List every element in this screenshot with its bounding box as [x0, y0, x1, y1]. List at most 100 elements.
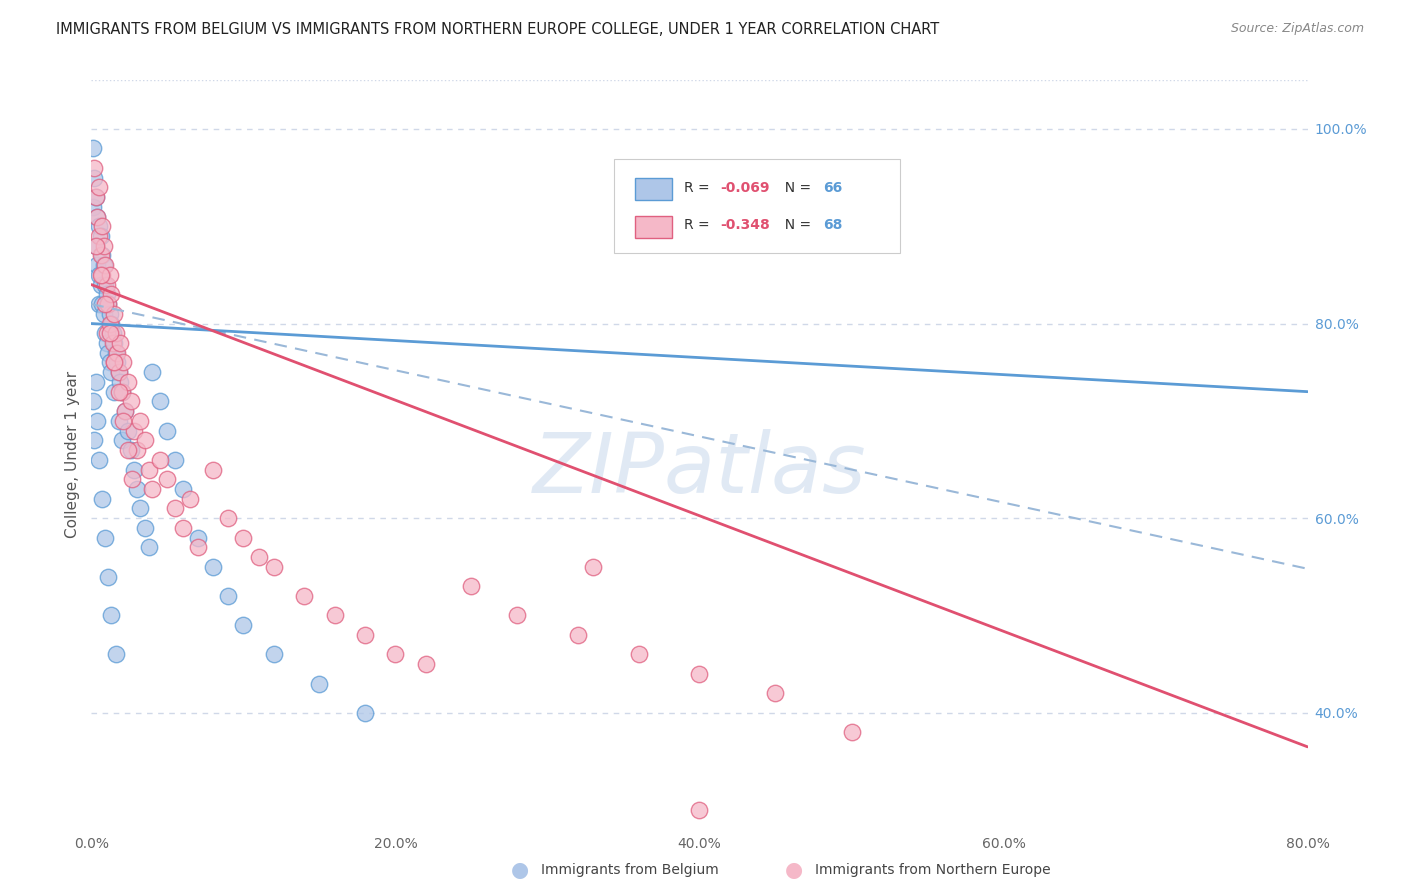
Text: Immigrants from Belgium: Immigrants from Belgium	[541, 863, 718, 877]
Point	[91, 268, 114, 282]
Point	[101, 326, 124, 341]
Point	[582, 559, 605, 574]
Point	[100, 287, 122, 301]
Point	[103, 307, 125, 321]
Point	[97, 297, 120, 311]
Point	[97, 297, 120, 311]
Point	[263, 559, 285, 574]
Point	[129, 501, 152, 516]
Point	[308, 676, 330, 690]
Point	[688, 803, 710, 817]
Point	[138, 462, 160, 476]
Point	[107, 365, 129, 379]
FancyBboxPatch shape	[636, 178, 672, 201]
Point	[91, 491, 114, 506]
Point	[105, 345, 128, 359]
Point	[84, 238, 107, 252]
Point	[107, 414, 129, 428]
Point	[87, 268, 110, 282]
Text: R =: R =	[683, 180, 714, 194]
Point	[354, 706, 377, 720]
Point	[179, 491, 201, 506]
Point	[91, 297, 114, 311]
Point	[117, 443, 139, 458]
Point	[89, 268, 111, 282]
Point	[86, 210, 108, 224]
Point	[112, 414, 135, 428]
Point	[138, 541, 160, 555]
Point	[94, 531, 117, 545]
Point	[86, 210, 108, 224]
Point	[83, 170, 105, 185]
Point	[122, 462, 145, 476]
Point	[84, 190, 107, 204]
Point	[134, 521, 156, 535]
Point	[121, 472, 143, 486]
Point	[97, 345, 120, 359]
Point	[117, 424, 139, 438]
Point	[89, 229, 111, 244]
Point	[91, 248, 114, 262]
Point	[104, 648, 127, 662]
Point	[98, 268, 121, 282]
Text: ●: ●	[512, 860, 529, 880]
Point	[163, 501, 186, 516]
Point	[87, 180, 110, 194]
Point	[94, 297, 117, 311]
Point	[114, 404, 136, 418]
Point	[84, 375, 107, 389]
Point	[110, 375, 132, 389]
Text: Source: ZipAtlas.com: Source: ZipAtlas.com	[1230, 22, 1364, 36]
Text: 66: 66	[824, 180, 842, 194]
Point	[134, 434, 156, 448]
Point	[141, 482, 163, 496]
Point	[111, 384, 134, 399]
Text: N =: N =	[776, 180, 815, 194]
Point	[98, 317, 121, 331]
Point	[107, 384, 129, 399]
Point	[384, 648, 406, 662]
Point	[156, 424, 179, 438]
Point	[125, 443, 148, 458]
Point	[112, 355, 135, 369]
Point	[627, 648, 650, 662]
Point	[101, 336, 124, 351]
Point	[107, 365, 129, 379]
Point	[86, 258, 108, 272]
Point	[87, 297, 110, 311]
Point	[217, 511, 239, 525]
Point	[100, 317, 122, 331]
Point	[111, 434, 134, 448]
Point	[103, 355, 125, 369]
Point	[89, 277, 111, 292]
Point	[100, 608, 122, 623]
Point	[84, 190, 107, 204]
Point	[110, 336, 132, 351]
Point	[247, 550, 270, 565]
Point	[232, 618, 254, 632]
Point	[187, 531, 209, 545]
Point	[87, 452, 110, 467]
Point	[94, 258, 117, 272]
Point	[187, 541, 209, 555]
Point	[103, 355, 125, 369]
Point	[232, 531, 254, 545]
Point	[105, 355, 128, 369]
Point	[114, 404, 136, 418]
Y-axis label: College, Under 1 year: College, Under 1 year	[65, 371, 80, 539]
Text: 68: 68	[824, 219, 844, 233]
Point	[163, 452, 186, 467]
Point	[141, 365, 163, 379]
Point	[94, 326, 117, 341]
Point	[156, 472, 179, 486]
Point	[83, 161, 105, 175]
Point	[120, 394, 142, 409]
Point	[841, 725, 863, 739]
Point	[292, 589, 315, 603]
Point	[93, 258, 115, 272]
Point	[149, 452, 172, 467]
Point	[567, 628, 589, 642]
Point	[98, 307, 121, 321]
Point	[91, 219, 114, 234]
Text: ●: ●	[786, 860, 803, 880]
